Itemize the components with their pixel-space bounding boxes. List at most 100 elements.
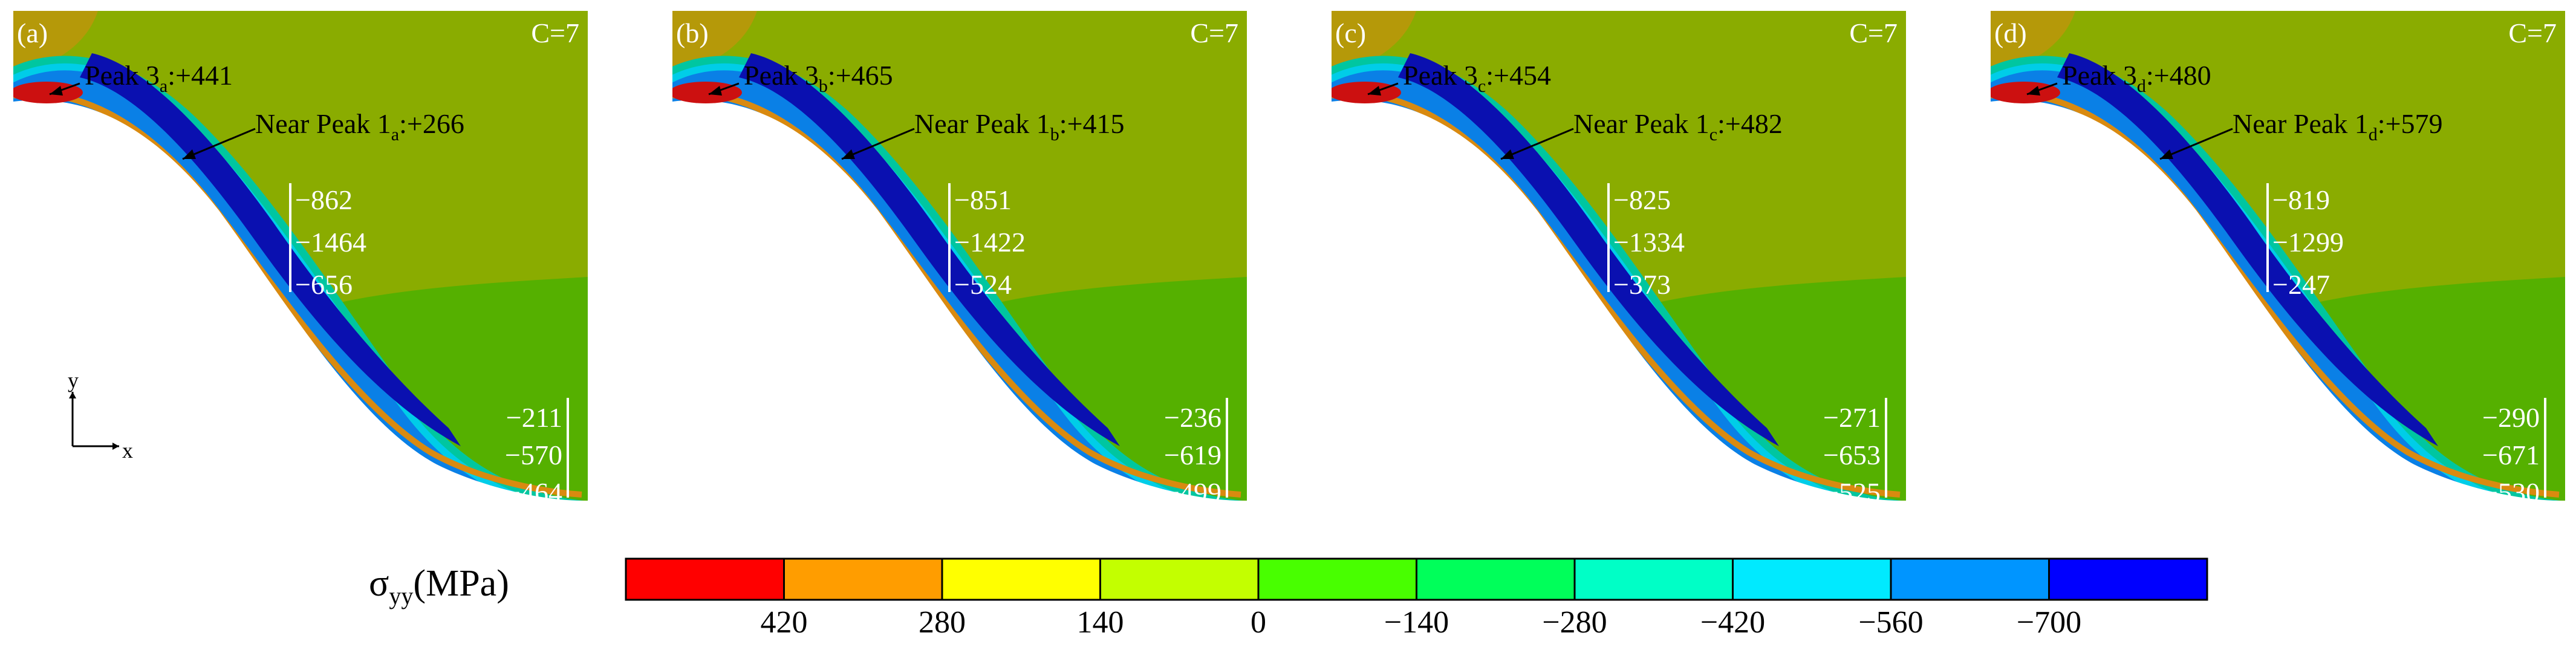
sigma-symbol: σ — [369, 563, 389, 604]
tensile-corner — [13, 11, 98, 71]
edge-stress-value: −271 — [1823, 404, 1881, 432]
surface-tension-strip — [1332, 91, 1901, 498]
near-peak1-text: Near Peak 1 — [914, 108, 1050, 139]
colorbar-tick-text: −140 — [1384, 605, 1449, 640]
mid-stress-value: −1334 — [1613, 229, 1685, 256]
colorbar-segment — [1416, 557, 1576, 601]
peak3-hotspot — [1991, 82, 2060, 103]
mid-stress-value: −851 — [954, 186, 1012, 214]
near-peak1-annotation: Near Peak 1d:+579 — [2233, 110, 2443, 144]
edge-stress-value: −619 — [1164, 441, 1221, 469]
axes-graphic — [69, 392, 119, 450]
x-axis-label-text: x — [122, 438, 133, 463]
mid-stress-value-text: −1464 — [295, 227, 366, 258]
contour-plot — [1332, 11, 1906, 501]
mid-stress-value: −373 — [1613, 271, 1671, 299]
arrow-head-icon — [1368, 86, 1381, 96]
colorbar-tick-label: −140 — [1384, 605, 1449, 640]
near-peak1-value: :+415 — [1059, 108, 1125, 139]
peak3-text: Peak 3 — [85, 60, 160, 91]
edge-stress-value: −570 — [505, 441, 562, 469]
colorbar-segment — [783, 557, 943, 601]
edge-stress-value: −464 — [505, 479, 562, 507]
surface-tension-strip — [1991, 91, 2560, 498]
edge-stress-value-text: −570 — [505, 440, 562, 470]
contour-level-label: C=7 — [2508, 19, 2557, 47]
arrow-head-icon — [50, 86, 63, 96]
edge-stress-value: −236 — [1164, 404, 1221, 432]
edge-stress-value-text: −653 — [1823, 440, 1881, 470]
arrow-head-icon — [1501, 149, 1514, 159]
deep-compression-core — [80, 53, 461, 446]
panel-label: (b) — [676, 19, 709, 47]
mid-stress-value-text: −862 — [295, 184, 353, 215]
panel-label-text: (c) — [1335, 18, 1367, 48]
colorbar-tick-label: 140 — [1077, 605, 1124, 640]
near-peak1-arrow — [182, 128, 256, 160]
edge-stress-value: −499 — [1164, 479, 1221, 507]
colorbar-tick-label: −700 — [2017, 605, 2081, 640]
panel-label-text: (d) — [1994, 18, 2027, 48]
colorbar-segment — [1099, 557, 1260, 601]
colorbar-segment — [941, 557, 1101, 601]
near-peak1-value: :+266 — [399, 108, 464, 139]
mid-stress-value-text: −819 — [2272, 184, 2330, 215]
colorbar-segment — [1257, 557, 1417, 601]
near-peak1-text: Near Peak 1 — [2233, 108, 2369, 139]
mid-stress-value-text: −247 — [2272, 269, 2330, 300]
arrow-head-icon — [709, 86, 722, 96]
y-axis-label: y — [68, 368, 79, 393]
edge-stress-value-text: −525 — [1823, 477, 1881, 508]
peak3-subscript: a — [159, 76, 168, 96]
panel-label: (a) — [17, 19, 48, 47]
edge-stress-value-text: −530 — [2482, 477, 2540, 508]
surface-tension-strip — [672, 91, 1241, 498]
near-peak1-annotation: Near Peak 1c:+482 — [1573, 110, 1783, 144]
x-axis-label: x — [122, 438, 133, 463]
panel-label-text: (b) — [676, 18, 709, 48]
y-arrow-icon — [69, 392, 76, 398]
band-blue — [672, 70, 1179, 501]
colorbar — [625, 557, 2208, 601]
edge-stress-value-text: −464 — [505, 477, 562, 508]
peak3-annotation: Peak 3d:+480 — [2062, 62, 2211, 96]
contour-level-text: C=7 — [1190, 18, 1238, 48]
colorbar-tick-text: 0 — [1251, 605, 1266, 640]
colorbar-tick-text: −700 — [2016, 605, 2082, 640]
edge-stress-value-text: −236 — [1164, 402, 1221, 433]
mid-stress-value-text: −851 — [954, 184, 1012, 215]
band-blue — [13, 70, 519, 501]
edge-stress-value: −525 — [1823, 479, 1881, 507]
mid-stress-value: −247 — [2272, 271, 2330, 299]
mid-stress-value: −819 — [2272, 186, 2330, 214]
band-blue — [1332, 70, 1838, 501]
blade-root-profile — [1991, 100, 2559, 501]
contour-level-text: C=7 — [531, 18, 579, 48]
sigma-subscript: yy — [389, 582, 414, 609]
tensile-corner — [1991, 11, 2075, 71]
tensile-corner — [672, 11, 757, 71]
colorbar-tick-text: −420 — [1700, 605, 1766, 640]
panel-label: (c) — [1335, 19, 1366, 47]
near-peak1-text: Near Peak 1 — [255, 108, 391, 139]
peak3-value: :+480 — [2145, 60, 2211, 91]
contour-level-text: C=7 — [1849, 18, 1898, 48]
y-axis-label-text: y — [68, 368, 79, 392]
edge-stress-value-text: −211 — [506, 402, 562, 433]
contour-level-text: C=7 — [2508, 18, 2557, 48]
peak3-value: :+454 — [1486, 60, 1551, 91]
peak3-subscript: c — [1477, 76, 1486, 96]
peak3-subscript: d — [2136, 76, 2146, 96]
arrow-head-icon — [842, 149, 855, 159]
peak3-text: Peak 3 — [744, 60, 819, 91]
edge-stress-value: −653 — [1823, 441, 1881, 469]
arrow-head-icon — [183, 149, 196, 159]
near-peak1-text: Near Peak 1 — [1573, 108, 1709, 139]
blade-root-profile — [672, 100, 1241, 501]
colorbar-tick-label: 280 — [919, 605, 966, 640]
colorbar-title: σyy(MPa) — [369, 562, 509, 610]
peak3-text: Peak 3 — [1403, 60, 1478, 91]
colorbar-tick-text: −280 — [1542, 605, 1607, 640]
edge-stress-value: −211 — [506, 404, 562, 432]
